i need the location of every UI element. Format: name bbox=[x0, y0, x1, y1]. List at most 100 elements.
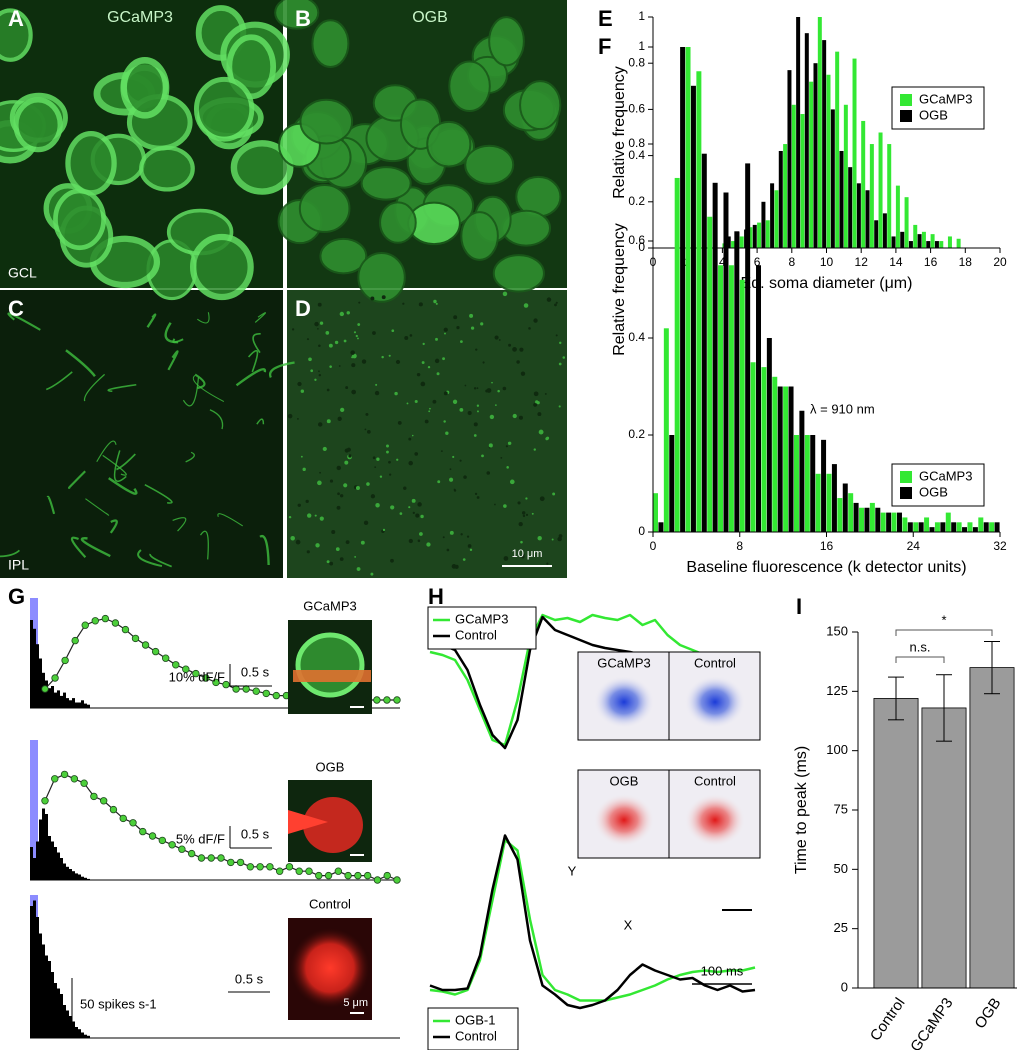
speckle bbox=[555, 334, 558, 337]
speckle bbox=[414, 400, 418, 404]
dff-point bbox=[272, 691, 281, 700]
speckle bbox=[444, 332, 446, 335]
speckle bbox=[525, 497, 528, 500]
speckle bbox=[370, 572, 374, 576]
dff-point bbox=[266, 863, 274, 871]
dff-point bbox=[373, 876, 382, 884]
cell bbox=[53, 188, 106, 251]
bar bbox=[707, 216, 713, 532]
bar bbox=[929, 527, 935, 532]
dff-point bbox=[121, 625, 130, 634]
speckle bbox=[329, 365, 332, 368]
x-tick-label: 0 bbox=[650, 539, 657, 553]
cell bbox=[357, 251, 406, 303]
time-scale-label: 0.5 s bbox=[241, 826, 270, 841]
bar bbox=[690, 85, 696, 533]
spike-bin bbox=[75, 873, 78, 880]
dff-point bbox=[305, 867, 313, 875]
speckle bbox=[325, 331, 330, 335]
speckle bbox=[394, 391, 398, 396]
bar bbox=[880, 512, 886, 532]
cell bbox=[488, 16, 525, 67]
inset-pipette bbox=[288, 810, 328, 834]
inset-scale-label: 5 μm bbox=[343, 997, 368, 1009]
speckle bbox=[334, 340, 339, 345]
bar bbox=[815, 473, 821, 532]
dff-point bbox=[222, 680, 230, 689]
panel-label: H bbox=[428, 584, 444, 609]
x-tick-label: 6 bbox=[754, 255, 761, 269]
bar bbox=[658, 522, 664, 532]
speckle bbox=[446, 548, 450, 552]
dff-point bbox=[168, 841, 176, 849]
dendrite bbox=[45, 371, 73, 391]
speckle bbox=[386, 450, 389, 454]
speckle bbox=[367, 430, 371, 434]
cell bbox=[448, 60, 491, 112]
bar bbox=[799, 410, 805, 532]
speckle bbox=[406, 402, 409, 405]
speckle bbox=[356, 567, 361, 571]
bar bbox=[761, 367, 767, 532]
bar bbox=[956, 522, 962, 532]
legend-box bbox=[427, 606, 537, 650]
inset-title: GCaMP3 bbox=[303, 598, 356, 613]
dff-point bbox=[141, 641, 150, 649]
x-tick-label: 32 bbox=[993, 539, 1007, 553]
speckle bbox=[460, 340, 463, 344]
bar bbox=[765, 220, 770, 248]
dendrite bbox=[247, 349, 259, 373]
speckle bbox=[505, 445, 508, 448]
bar bbox=[882, 213, 887, 248]
bar bbox=[774, 190, 779, 248]
bar bbox=[830, 109, 835, 249]
speckle bbox=[326, 388, 330, 392]
spike-bin bbox=[33, 628, 36, 708]
image-title: OGB bbox=[412, 9, 448, 26]
speckle bbox=[317, 328, 319, 330]
spike-bin bbox=[60, 994, 63, 1038]
dendrite bbox=[182, 377, 200, 407]
dendrite bbox=[68, 470, 86, 489]
dff-point bbox=[51, 674, 59, 682]
dff-point bbox=[182, 665, 190, 673]
x-tick-label: 8 bbox=[788, 255, 795, 269]
time-scale-label: 0.5 s bbox=[241, 664, 270, 679]
bar bbox=[908, 241, 913, 248]
annotation: λ = 910 nm bbox=[810, 401, 875, 416]
speckle bbox=[317, 302, 322, 307]
speckle bbox=[516, 360, 520, 364]
dff-point bbox=[227, 858, 235, 867]
speckle bbox=[528, 327, 531, 330]
speckle bbox=[559, 341, 562, 345]
spike-bin bbox=[75, 702, 78, 708]
cell bbox=[319, 237, 368, 275]
speckle bbox=[326, 560, 330, 564]
dff-point bbox=[41, 797, 49, 805]
speckle bbox=[508, 343, 512, 347]
spike-bin bbox=[39, 933, 42, 1038]
dff-point bbox=[275, 867, 284, 875]
speckle bbox=[503, 556, 509, 561]
speckle bbox=[372, 331, 376, 335]
spike-bin bbox=[51, 841, 54, 880]
dendrite bbox=[65, 349, 96, 377]
bar bbox=[809, 81, 814, 249]
speckle bbox=[339, 494, 344, 498]
speckle bbox=[365, 412, 369, 416]
cell bbox=[0, 8, 33, 62]
bar bbox=[772, 376, 778, 532]
speckle bbox=[464, 384, 467, 387]
dendrite bbox=[83, 373, 106, 402]
legend-swatch bbox=[900, 110, 912, 122]
speckle bbox=[404, 335, 409, 340]
spike-bin bbox=[66, 1010, 69, 1038]
legend-label: OGB bbox=[919, 107, 948, 122]
speckle bbox=[315, 543, 320, 548]
y-tick-label: 0.6 bbox=[628, 102, 645, 116]
speckle bbox=[443, 420, 446, 423]
legend-label: GCaMP3 bbox=[919, 468, 972, 483]
speckle bbox=[318, 344, 321, 347]
panel-label: C bbox=[8, 296, 24, 321]
bar bbox=[940, 522, 946, 532]
